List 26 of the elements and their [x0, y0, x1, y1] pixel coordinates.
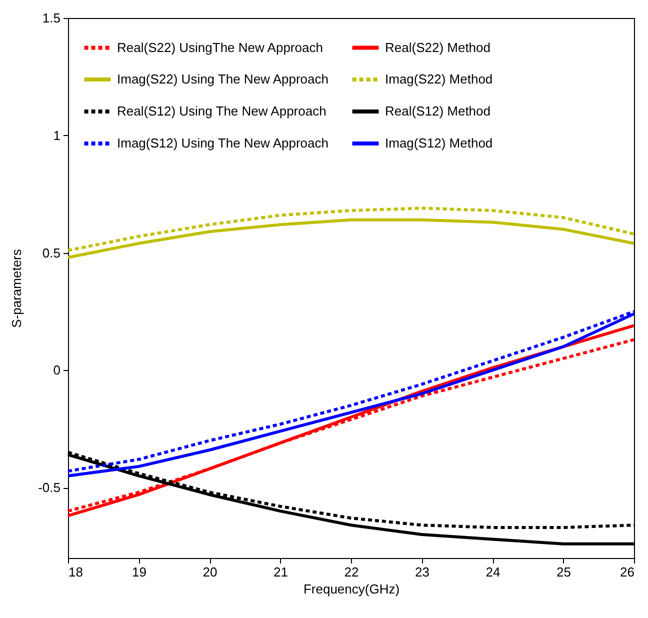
legend-label: Real(S12) Method — [385, 104, 490, 118]
y-tick-label: 1 — [53, 128, 60, 143]
legend-label: Imag(S12) Using The New Approach — [117, 136, 328, 150]
y-tick-label: 1.5 — [42, 10, 60, 26]
x-tick-label: 26 — [620, 564, 634, 580]
x-tick-label: 25 — [556, 564, 571, 580]
x-tick-label: 23 — [415, 564, 430, 580]
x-tick-label: 18 — [68, 564, 83, 580]
x-tick-label: 19 — [132, 564, 146, 580]
line-series — [66, 218, 636, 259]
x-tick-label: 20 — [202, 564, 218, 580]
legend-label: Real(S22) Method — [385, 40, 490, 55]
x-tick-label: 22 — [344, 564, 359, 580]
y-tick-label: -0.5 — [38, 480, 60, 496]
legend-label: Imag(S12) Method — [385, 136, 493, 150]
legend-label: Imag(S22) Method — [385, 72, 493, 86]
legend-label: Real(S12) Using The New Approach — [117, 104, 326, 118]
y-axis-title: S-parameters — [9, 248, 24, 328]
x-tick-label: 21 — [274, 564, 288, 580]
legend-label: Real(S22) UsingThe New Approach — [117, 40, 323, 55]
x-axis-title: Frequency(GHz) — [303, 582, 400, 596]
y-tick-label: 0 — [53, 362, 60, 378]
line-series — [66, 206, 636, 252]
y-tick-label: 0.5 — [42, 245, 60, 260]
legend-label: Imag(S22) Using The New Approach — [117, 72, 328, 86]
x-tick-label: 24 — [486, 564, 500, 580]
